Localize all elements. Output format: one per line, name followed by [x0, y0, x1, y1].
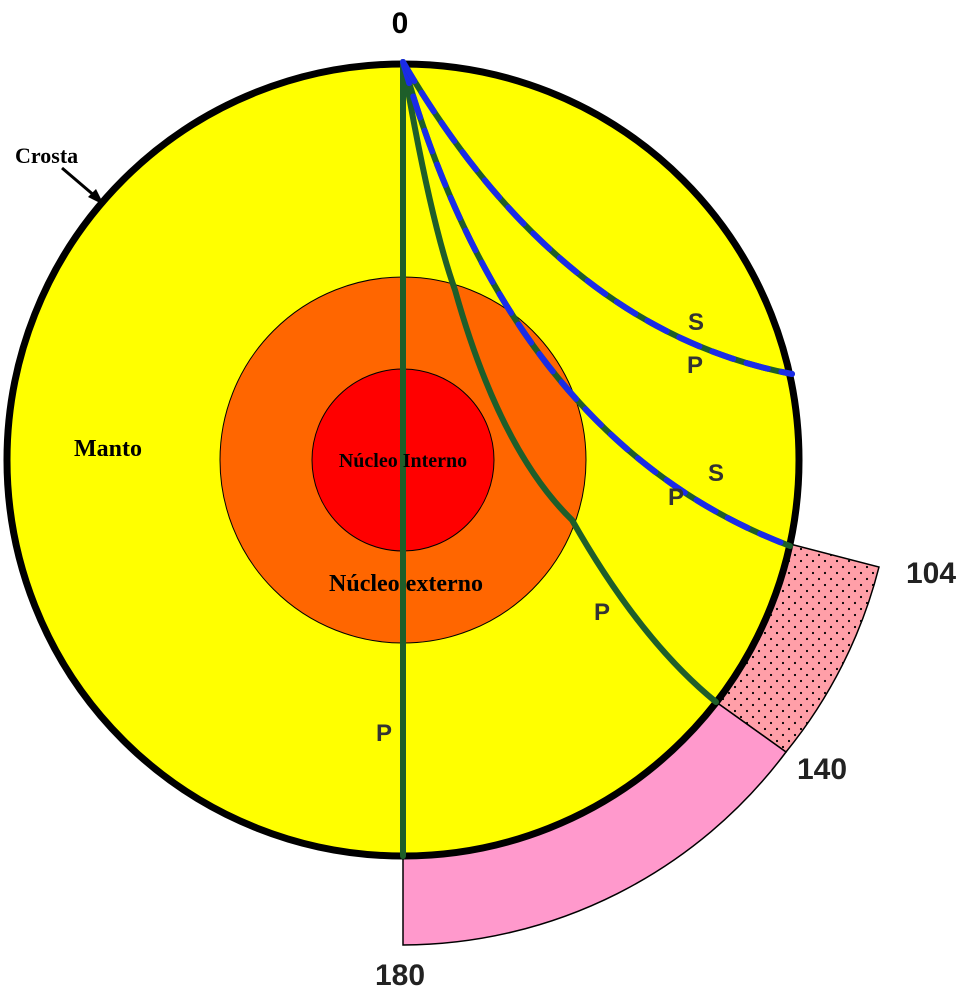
- angle-label-180: 180: [375, 959, 425, 992]
- wave-label-s1: S: [688, 309, 704, 336]
- wave-label-p1: P: [687, 352, 703, 379]
- angle-label-0: 0: [392, 7, 409, 40]
- crust-pointer: [61, 166, 104, 205]
- wave-label-s2: S: [708, 460, 724, 487]
- mantle-label: Manto: [74, 436, 142, 462]
- wave-label-p3: P: [594, 599, 610, 626]
- angle-label-104: 104: [906, 557, 956, 590]
- crust-label: Crosta: [15, 143, 78, 168]
- inner-core-label: Núcleo Interno: [339, 450, 467, 472]
- wave-label-p4: P: [376, 720, 392, 747]
- s-wave-path-2: [400, 59, 793, 549]
- s-wave-path-1: [400, 59, 795, 377]
- angle-label-140: 140: [797, 753, 847, 786]
- wave-label-p2: P: [668, 484, 684, 511]
- p-wave-path-outer-core: [400, 59, 719, 705]
- outer-core-label: Núcleo externo: [329, 571, 483, 597]
- wave-paths: [400, 59, 795, 859]
